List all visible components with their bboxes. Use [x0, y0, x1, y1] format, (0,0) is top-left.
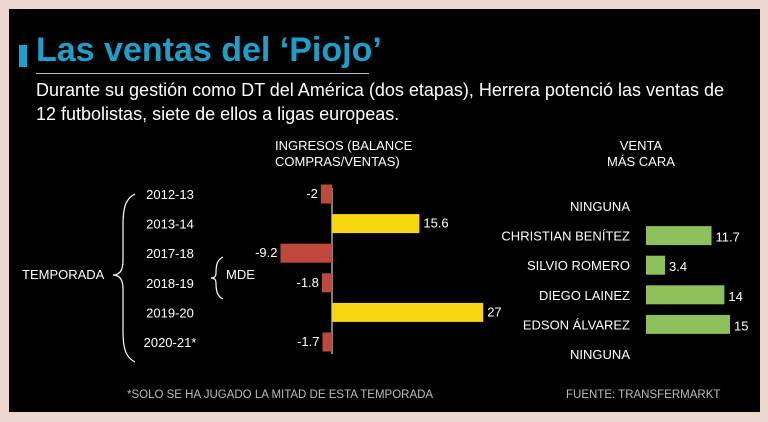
income-value-label: 15.6	[423, 216, 448, 231]
season-label: 2017-18	[146, 246, 194, 261]
ingresos-header-line-1: INGRESOS (BALANCE	[275, 138, 413, 153]
title-underline	[36, 73, 369, 74]
income-bar	[332, 302, 484, 322]
venta-bar-chart: NINGUNA CHRISTIAN BENÍTEZ 11.7 SILVIO ROMER…	[501, 199, 748, 362]
player-label: NINGUNA	[570, 199, 630, 214]
sale-value-label: 3.4	[669, 259, 687, 274]
player-label: CHRISTIAN BENÍTEZ	[501, 229, 630, 244]
income-value-label: -9.2	[255, 245, 277, 260]
income-bar	[320, 184, 332, 204]
season-label: 2020-21*	[144, 335, 197, 350]
footnote: *SOLO SE HA JUGADO LA MITAD DE ESTA TEMP…	[127, 389, 434, 401]
sale-bar	[646, 314, 730, 334]
temporada-label: TEMPORADA	[22, 267, 105, 282]
venta-header: VENTA MÁS CARA	[607, 138, 675, 170]
ingresos-bar-chart: 2012-13 -2 2013-14 15.6 2017-18 -9.2 2018-19 -1…	[144, 184, 502, 354]
season-label: 2013-14	[146, 217, 194, 232]
income-bar	[322, 332, 332, 352]
player-label: DIEGO LAINEZ	[539, 288, 630, 303]
income-bar	[332, 214, 420, 234]
player-label: NINGUNA	[570, 347, 630, 362]
sale-bar	[646, 285, 725, 305]
sale-value-label: 14	[728, 289, 742, 304]
temporada-brace	[112, 193, 136, 363]
sale-bar	[646, 226, 712, 246]
player-label: EDSON ÁLVAREZ	[523, 317, 630, 332]
subtitle: Durante su gestión como DT del América (…	[36, 80, 725, 124]
player-label: SILVIO ROMERO	[527, 258, 630, 273]
season-label: 2019-20	[146, 305, 194, 320]
infographic-panel: Las ventas del ‘Piojo’ Durante su gestió…	[9, 9, 760, 412]
venta-header-line-2: MÁS CARA	[607, 154, 675, 169]
ingresos-header-line-2: COMPRAS/VENTAS)	[275, 154, 400, 169]
income-value-label: -2	[306, 186, 318, 201]
unit-label: MDE	[226, 267, 255, 282]
page-title: Las ventas del ‘Piojo’	[36, 31, 382, 69]
income-value-label: -1.7	[297, 334, 319, 349]
ingresos-header: INGRESOS (BALANCE COMPRAS/VENTAS)	[275, 138, 412, 170]
chart-canvas: TEMPORADA MDE 2012-13 -2 2013-14 15.6 2017-1…	[22, 184, 748, 363]
income-bar	[280, 243, 332, 263]
income-value-label: 27	[487, 304, 501, 319]
venta-header-line-1: VENTA	[619, 138, 663, 153]
source-note: FUENTE: TRANSFERMARKT	[566, 389, 721, 401]
income-bar	[321, 273, 332, 293]
income-value-label: -1.8	[297, 275, 319, 290]
sale-bar	[646, 255, 666, 275]
season-label: 2018-19	[146, 276, 194, 291]
sale-value-label: 15	[734, 318, 748, 333]
title-accent-bar	[19, 45, 27, 67]
season-label: 2012-13	[146, 187, 194, 202]
mde-brace	[210, 256, 224, 300]
sale-value-label: 11.7	[716, 230, 740, 245]
